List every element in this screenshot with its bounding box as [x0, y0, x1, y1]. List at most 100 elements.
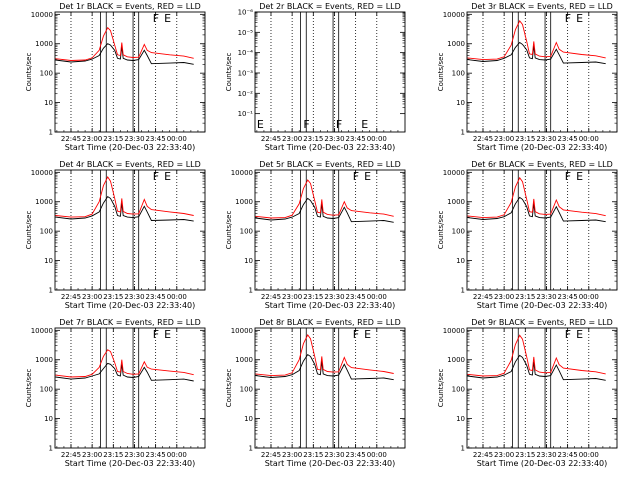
- x-tick-label: 23:45: [146, 135, 166, 143]
- x-tick-label: 22:45: [473, 135, 493, 143]
- series-lld-line: [467, 334, 606, 377]
- y-axis-label: Counts/sec: [225, 211, 233, 250]
- y-tick-label: 100: [40, 386, 53, 394]
- series-events-line: [255, 197, 394, 223]
- y-tick-label: 1000: [235, 356, 253, 364]
- y-tick-label: 100: [240, 386, 253, 394]
- series-lld-line: [55, 26, 194, 61]
- y-tick-label: 100: [40, 228, 53, 236]
- y-axis-label: Counts/sec: [437, 53, 445, 92]
- panel-title: Det 5r BLACK = Events, RED = LLD: [259, 160, 401, 169]
- x-tick-label: 22:45: [61, 293, 81, 301]
- series-events-line: [55, 195, 194, 222]
- series-lld-line: [467, 20, 606, 61]
- y-tick-label: 1000: [35, 40, 53, 48]
- series-events-line: [467, 41, 606, 65]
- x-tick-label: 23:45: [558, 135, 578, 143]
- y-tick-label: 10: [456, 415, 465, 423]
- panel-det-4: Det 4r BLACK = Events, RED = LLD 1 10 100 10…: [25, 160, 206, 310]
- x-axis-label: Start Time (20-Dec-03 22:33:40): [65, 301, 196, 310]
- y-tick-label: 1: [49, 129, 53, 137]
- x-tick-label: 23:00: [494, 293, 514, 301]
- x-tick-label: 23:00: [282, 293, 302, 301]
- x-axis-label: Start Time (20-Dec-03 22:33:40): [65, 459, 196, 468]
- y-tick-label: 10⁻³: [238, 69, 254, 77]
- x-axis-label: Start Time (20-Dec-03 22:33:40): [265, 143, 396, 152]
- x-tick-label: 23:00: [282, 451, 302, 459]
- y-tick-label: 1: [49, 287, 53, 295]
- x-axis-label: Start Time (20-Dec-03 22:33:40): [265, 301, 396, 310]
- panel-title: Det 3r BLACK = Events, RED = LLD: [471, 2, 613, 11]
- marker-e: E: [364, 328, 371, 341]
- y-tick-label: 1000: [35, 356, 53, 364]
- marker-e: E: [257, 118, 264, 131]
- y-tick-label: 10000: [231, 169, 253, 177]
- x-tick-label: 23:45: [558, 451, 578, 459]
- y-tick-label: 10: [456, 99, 465, 107]
- y-tick-label: 10000: [231, 327, 253, 335]
- marker-f: F: [565, 328, 571, 341]
- x-tick-label: 00:00: [367, 293, 387, 301]
- x-tick-label: 22:45: [261, 135, 281, 143]
- y-axis-label: Counts/sec: [225, 369, 233, 408]
- plot-frame: [54, 11, 206, 133]
- y-tick-label: 10: [456, 257, 465, 265]
- x-tick-label: 23:30: [324, 451, 344, 459]
- y-tick-label: 10000: [443, 169, 465, 177]
- marker-e: E: [164, 12, 171, 25]
- marker-e: E: [576, 170, 583, 183]
- x-tick-label: 23:15: [103, 293, 123, 301]
- x-axis-label: Start Time (20-Dec-03 22:33:40): [477, 459, 608, 468]
- x-tick-label: 22:45: [261, 451, 281, 459]
- x-axis-label: Start Time (20-Dec-03 22:33:40): [477, 143, 608, 152]
- x-tick-label: 23:30: [536, 293, 556, 301]
- panel-det-6: Det 6r BLACK = Events, RED = LLD 1 10 100 10…: [437, 160, 618, 310]
- x-tick-label: 23:15: [303, 135, 323, 143]
- y-tick-label: 10⁻⁴: [238, 49, 254, 57]
- x-tick-label: 23:15: [303, 293, 323, 301]
- x-tick-label: 23:30: [124, 293, 144, 301]
- x-tick-label: 23:45: [558, 293, 578, 301]
- y-tick-label: 10000: [31, 169, 53, 177]
- y-tick-label: 1: [461, 287, 465, 295]
- x-tick-label: 00:00: [579, 135, 599, 143]
- y-tick-label: 10000: [443, 11, 465, 19]
- series-events-line: [467, 196, 606, 223]
- plot-frame: [254, 327, 406, 449]
- y-axis-label: Counts/sec: [437, 369, 445, 408]
- x-tick-label: 00:00: [167, 293, 187, 301]
- series-lld-line: [55, 175, 194, 218]
- x-tick-label: 00:00: [167, 135, 187, 143]
- marker-f: F: [303, 118, 309, 131]
- x-tick-label: 23:00: [494, 451, 514, 459]
- x-tick-label: 00:00: [579, 293, 599, 301]
- y-tick-label: 10⁻²: [238, 90, 254, 98]
- x-tick-label: 22:45: [61, 135, 81, 143]
- series-lld-line: [467, 176, 606, 219]
- y-tick-label: 1000: [447, 198, 465, 206]
- y-tick-label: 10: [244, 415, 253, 423]
- marker-e: E: [361, 118, 368, 131]
- x-tick-label: 00:00: [579, 451, 599, 459]
- x-tick-label: 23:30: [124, 135, 144, 143]
- x-tick-label: 23:00: [82, 451, 102, 459]
- plot-frame: [466, 11, 618, 133]
- x-axis-label: Start Time (20-Dec-03 22:33:40): [265, 459, 396, 468]
- x-tick-label: 23:15: [103, 135, 123, 143]
- x-tick-label: 00:00: [367, 451, 387, 459]
- marker-e: E: [364, 170, 371, 183]
- y-tick-label: 10⁻¹: [238, 110, 254, 118]
- y-tick-label: 1000: [35, 198, 53, 206]
- panel-title: Det 6r BLACK = Events, RED = LLD: [471, 160, 613, 169]
- y-tick-label: 10000: [31, 327, 53, 335]
- panel-title: Det 9r BLACK = Events, RED = LLD: [471, 318, 613, 327]
- plot-frame: [54, 327, 206, 449]
- x-tick-label: 22:45: [61, 451, 81, 459]
- y-tick-label: 10: [244, 257, 253, 265]
- y-tick-label: 1: [249, 287, 253, 295]
- panel-det-5: Det 5r BLACK = Events, RED = LLD 1 10 100 10…: [225, 160, 406, 310]
- x-tick-label: 00:00: [167, 451, 187, 459]
- x-tick-label: 23:30: [124, 451, 144, 459]
- x-tick-label: 23:15: [515, 293, 535, 301]
